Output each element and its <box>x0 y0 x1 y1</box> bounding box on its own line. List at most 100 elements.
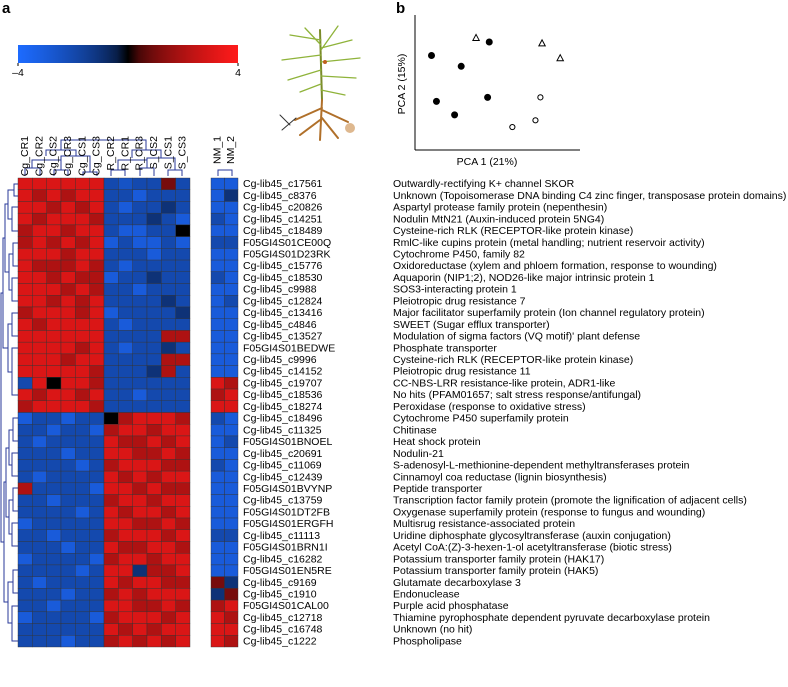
heat-cell <box>175 494 191 507</box>
heat-cell <box>161 388 176 401</box>
heat-cell <box>60 201 76 214</box>
heat-cell <box>89 330 105 343</box>
heat-cell <box>103 177 119 190</box>
heat-cell <box>32 553 47 566</box>
heat-cell <box>103 318 119 331</box>
heat-cell <box>146 447 162 460</box>
heat-cell <box>60 494 76 507</box>
heat-cell <box>224 506 239 519</box>
heat-cell <box>17 236 33 249</box>
heat-cell <box>118 271 133 284</box>
heat-cell <box>32 424 47 437</box>
heat-cell <box>75 623 90 636</box>
heat-cell <box>103 306 119 319</box>
heat-cell <box>60 623 76 636</box>
row-id: Cg-lib45_c19707 <box>243 377 323 389</box>
heat-cell <box>103 623 119 636</box>
heat-cell <box>175 599 191 613</box>
heat-cell <box>146 482 162 495</box>
row-description: Aspartyl protease family protein (nepent… <box>393 202 607 214</box>
row-description: Cytochrome P450 superfamily protein <box>393 413 569 425</box>
heat-cell <box>161 259 176 273</box>
heat-cell <box>224 459 239 472</box>
heat-cell <box>32 623 47 636</box>
row-id: Cg-lib45_c13527 <box>243 331 323 343</box>
heat-cell <box>118 177 133 190</box>
heat-cell <box>75 353 90 366</box>
heat-cell <box>118 283 133 296</box>
heat-cell <box>32 482 47 495</box>
heat-cell <box>210 330 225 343</box>
heat-cell <box>17 635 33 648</box>
row-id: F05GI4S01DT2FB <box>243 506 330 518</box>
heat-cell <box>103 212 119 226</box>
row-description: SOS3-interacting protein 1 <box>393 284 517 296</box>
row-id: Cg-lib45_c13759 <box>243 495 323 507</box>
heat-cell <box>146 564 162 577</box>
heat-cell <box>75 341 90 355</box>
row-description: Purple acid phosphatase <box>393 600 509 612</box>
heat-cell <box>224 623 239 636</box>
heat-cell <box>103 611 119 624</box>
heat-cell <box>32 295 47 308</box>
heat-cell <box>146 529 162 542</box>
heat-cell <box>75 588 90 601</box>
row-id: Cg-lib45_c14251 <box>243 213 323 225</box>
heat-cell <box>146 388 162 401</box>
heat-cell <box>32 189 47 202</box>
heat-cell <box>161 576 176 589</box>
heat-cell <box>17 306 33 319</box>
heat-cell <box>60 588 76 601</box>
heat-cell <box>89 435 105 448</box>
heat-cell <box>132 330 148 343</box>
heat-cell <box>89 506 105 519</box>
heat-cell <box>132 459 148 472</box>
heat-cell <box>17 564 33 577</box>
heat-cell <box>132 541 148 554</box>
heat-cell <box>46 400 62 413</box>
heat-cell <box>146 459 162 472</box>
heat-cell <box>175 506 191 519</box>
heat-cell <box>161 447 176 460</box>
heat-cell <box>46 494 62 507</box>
heat-cell <box>32 248 47 261</box>
heat-cell <box>17 506 33 519</box>
heat-cell <box>146 576 162 589</box>
heat-cell <box>89 377 105 390</box>
heat-cell <box>210 541 225 554</box>
heat-cell <box>75 330 90 343</box>
heat-cell <box>75 564 90 577</box>
row-id: Cg-lib45_c16282 <box>243 553 323 565</box>
heat-cell <box>210 400 225 413</box>
heat-cell <box>175 295 191 308</box>
row-id: Cg-lib45_c18530 <box>243 272 323 284</box>
heat-cell <box>210 201 225 214</box>
row-description: CC-NBS-LRR resistance-like protein, ADR1… <box>393 377 615 389</box>
heat-cell <box>118 201 133 214</box>
heat-cell <box>175 635 191 648</box>
heat-cell <box>161 424 176 437</box>
heat-cell <box>89 189 105 202</box>
heat-cell <box>210 611 225 624</box>
heat-cell <box>161 541 176 554</box>
heat-cell <box>46 553 62 566</box>
heat-cell <box>146 212 162 226</box>
heat-cell <box>60 189 76 202</box>
heat-cell <box>161 564 176 577</box>
heat-cell <box>210 388 225 401</box>
row-description: Potassium transporter family protein (HA… <box>393 553 604 565</box>
heat-cell <box>118 224 133 237</box>
heat-cell <box>146 248 162 261</box>
heat-cell <box>60 435 76 448</box>
heat-cell <box>175 365 191 378</box>
heat-cell <box>224 611 239 624</box>
heat-cell <box>210 494 225 507</box>
heat-cell <box>132 177 148 190</box>
row-description: Pleiotropic drug resistance 7 <box>393 295 526 307</box>
heat-cell <box>89 541 105 554</box>
column-label: R_CR1 <box>119 136 131 171</box>
heat-cell <box>75 553 90 566</box>
heat-cell <box>60 553 76 566</box>
heat-cell <box>32 224 47 237</box>
heat-cell <box>175 623 191 636</box>
